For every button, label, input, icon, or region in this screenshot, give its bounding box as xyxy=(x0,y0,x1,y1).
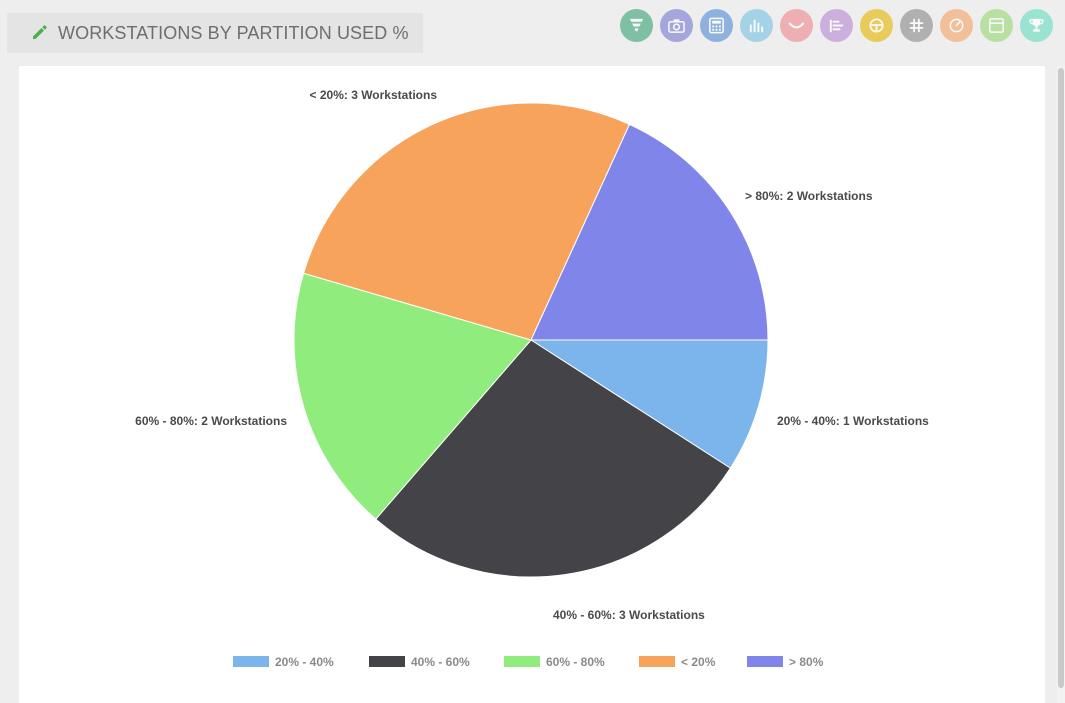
panel-icon[interactable] xyxy=(980,9,1013,42)
legend-swatch xyxy=(233,656,269,667)
trophy-icon[interactable] xyxy=(1020,9,1053,42)
bar-chart-icon[interactable] xyxy=(740,9,773,42)
legend-label: 20% - 40% xyxy=(275,655,334,669)
scrollbar-thumb[interactable] xyxy=(1058,68,1064,688)
slice-data-label: 40% - 60%: 3 Workstations xyxy=(553,608,705,622)
legend-swatch xyxy=(369,656,405,667)
legend-swatch xyxy=(747,656,783,667)
pie-slice[interactable] xyxy=(293,272,532,520)
hash-icon[interactable] xyxy=(900,9,933,42)
calculator-icon[interactable] xyxy=(700,9,733,42)
legend-item[interactable]: 20% - 40% xyxy=(233,655,334,669)
legend-label: < 20% xyxy=(681,655,716,669)
legend-swatch xyxy=(504,656,540,667)
slice-data-label: > 80%: 2 Workstations xyxy=(745,189,873,203)
legend-item[interactable]: < 20% xyxy=(639,655,716,669)
legend-item[interactable]: 60% - 80% xyxy=(504,655,605,669)
chart-tab: WORKSTATIONS BY PARTITION USED % xyxy=(7,13,423,53)
slice-data-label: < 20%: 3 Workstations xyxy=(310,88,438,102)
curve-icon[interactable] xyxy=(780,9,813,42)
legend-item[interactable]: > 80% xyxy=(747,655,824,669)
chart-title: WORKSTATIONS BY PARTITION USED % xyxy=(58,23,409,43)
steering-icon[interactable] xyxy=(860,9,893,42)
legend-label: 40% - 60% xyxy=(411,655,470,669)
funnel-icon[interactable] xyxy=(620,9,653,42)
camera-icon[interactable] xyxy=(660,9,693,42)
pencil-icon[interactable] xyxy=(31,23,49,41)
legend-swatch xyxy=(639,656,675,667)
slice-data-label: 60% - 80%: 2 Workstations xyxy=(135,414,287,428)
legend-label: > 80% xyxy=(789,655,824,669)
pie-slice[interactable] xyxy=(375,339,732,578)
slice-data-label: 20% - 40%: 1 Workstations xyxy=(777,414,929,428)
list-icon[interactable] xyxy=(820,9,853,42)
pie-slice[interactable] xyxy=(302,102,631,341)
legend-item[interactable]: 40% - 60% xyxy=(369,655,470,669)
pie-slice[interactable] xyxy=(529,339,769,469)
legend-label: 60% - 80% xyxy=(546,655,605,669)
gauge-icon[interactable] xyxy=(940,9,973,42)
pie-slice[interactable] xyxy=(530,123,769,341)
chart-toolbar xyxy=(620,9,1053,42)
